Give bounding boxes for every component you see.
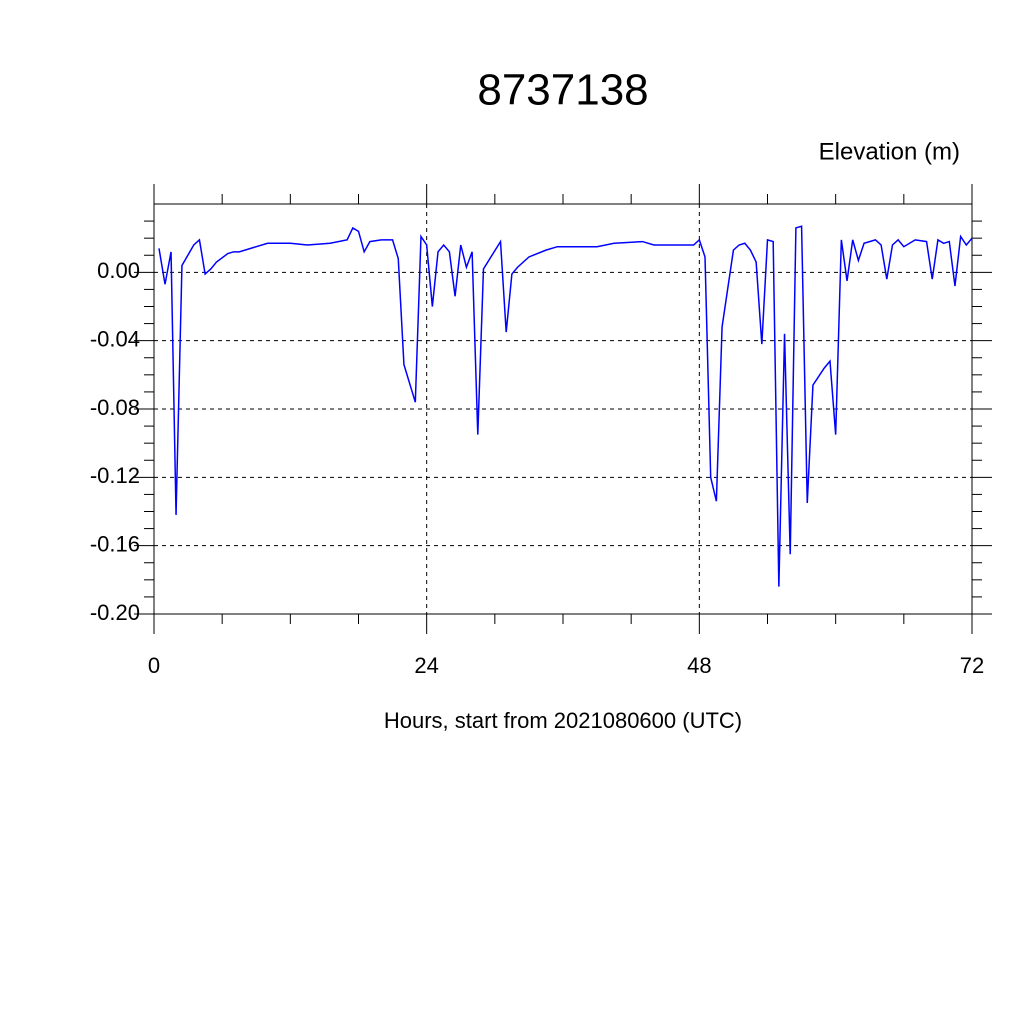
y-tick-label: -0.08 bbox=[90, 395, 140, 420]
x-tick-label: 24 bbox=[414, 653, 438, 678]
x-tick-label: 48 bbox=[687, 653, 711, 678]
y-tick-label: -0.16 bbox=[90, 531, 140, 556]
chart-title: 8737138 bbox=[477, 66, 648, 115]
y-tick-label: 0.00 bbox=[97, 258, 140, 283]
x-tick-label: 72 bbox=[960, 653, 984, 678]
data-line bbox=[158, 225, 973, 587]
y-tick-label: -0.20 bbox=[90, 600, 140, 625]
y-tick-label: -0.04 bbox=[90, 326, 140, 351]
chart-subtitle: Elevation (m) bbox=[819, 138, 960, 165]
x-tick-label: 0 bbox=[148, 653, 160, 678]
x-axis-label: Hours, start from 2021080600 (UTC) bbox=[384, 708, 742, 733]
y-tick-label: -0.12 bbox=[90, 463, 140, 488]
